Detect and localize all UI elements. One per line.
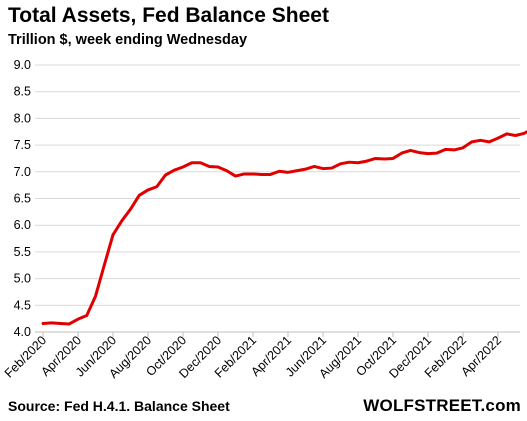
y-tick-label: 5.0 [14,272,31,286]
x-tick-labels: Feb/2020Apr/2020Jun/2020Aug/2020Oct/2020… [2,333,504,381]
y-tick-label: 7.0 [14,165,31,179]
series-line [41,130,527,326]
y-tick-label: 6.5 [14,192,31,206]
y-tick-label: 6.0 [14,218,31,232]
y-tick-label: 9.0 [14,58,31,72]
grid-lines [35,64,520,306]
y-tick-label: 4.5 [14,298,31,312]
chart-title: Total Assets, Fed Balance Sheet [8,4,329,27]
y-tick-label: 8.5 [14,85,31,99]
data-lines [41,130,527,326]
y-tick-label: 4.0 [14,325,31,339]
credit-label: WOLFSTREET.com [363,396,521,415]
y-tick-label: 5.5 [14,245,31,259]
y-tick-label: 8.0 [14,111,31,125]
source-note: Source: Fed H.4.1. Balance Sheet [8,398,230,414]
y-tick-label: 7.5 [14,138,31,152]
chart-subtitle: Trillion $, week ending Wednesday [8,32,248,48]
axes [35,331,520,337]
y-tick-labels: 9.0 8.5 8.0 7.5 7.0 6.5 6.0 5.5 5.0 4.5 4.0 [14,58,31,339]
